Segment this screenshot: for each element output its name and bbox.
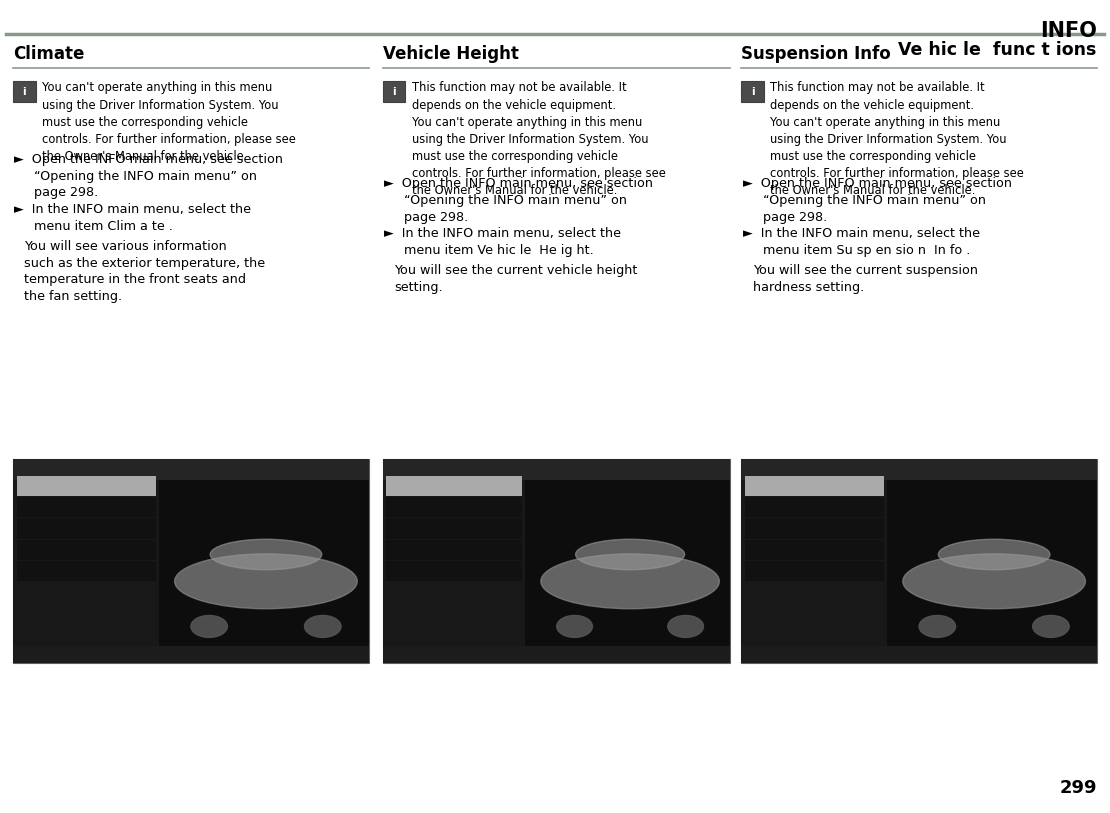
FancyBboxPatch shape	[383, 459, 525, 663]
FancyBboxPatch shape	[386, 476, 522, 496]
Text: Vehicle Height: Vehicle Height	[383, 46, 518, 63]
FancyBboxPatch shape	[745, 476, 884, 496]
Text: You will see the current vehicle height
setting.: You will see the current vehicle height …	[394, 264, 637, 293]
Ellipse shape	[576, 539, 685, 570]
FancyBboxPatch shape	[17, 497, 155, 517]
FancyBboxPatch shape	[13, 459, 369, 663]
FancyBboxPatch shape	[741, 459, 887, 663]
FancyBboxPatch shape	[383, 81, 405, 102]
Text: i: i	[750, 87, 755, 97]
FancyBboxPatch shape	[383, 646, 730, 663]
Ellipse shape	[557, 615, 593, 637]
FancyBboxPatch shape	[745, 497, 884, 517]
FancyBboxPatch shape	[13, 646, 369, 663]
Text: INFO: INFO	[1040, 21, 1097, 41]
FancyBboxPatch shape	[741, 646, 1097, 663]
Text: ►  Open the INFO main menu, see section
     “Opening the INFO main menu” on
   : ► Open the INFO main menu, see section “…	[384, 177, 653, 224]
FancyBboxPatch shape	[741, 459, 1097, 480]
Text: ►  Open the INFO main menu, see section
     “Opening the INFO main menu” on
   : ► Open the INFO main menu, see section “…	[14, 153, 283, 199]
FancyBboxPatch shape	[13, 81, 36, 102]
FancyBboxPatch shape	[745, 561, 884, 581]
FancyBboxPatch shape	[17, 540, 155, 560]
Ellipse shape	[902, 554, 1086, 609]
FancyBboxPatch shape	[17, 476, 155, 496]
Text: ►  In the INFO main menu, select the
     menu item Clim a te .: ► In the INFO main menu, select the menu…	[14, 202, 252, 233]
FancyBboxPatch shape	[745, 476, 884, 496]
FancyBboxPatch shape	[13, 459, 159, 663]
Text: 299: 299	[1059, 779, 1097, 797]
FancyBboxPatch shape	[17, 519, 155, 538]
FancyBboxPatch shape	[13, 459, 369, 480]
FancyBboxPatch shape	[386, 476, 522, 496]
Ellipse shape	[191, 615, 228, 637]
Ellipse shape	[938, 539, 1050, 570]
Text: You will see the current suspension
hardness setting.: You will see the current suspension hard…	[753, 264, 978, 293]
Text: Climate: Climate	[13, 46, 84, 63]
Text: This function may not be available. It
depends on the vehicle equipment.
You can: This function may not be available. It d…	[770, 81, 1025, 198]
Ellipse shape	[304, 615, 341, 637]
FancyBboxPatch shape	[17, 561, 155, 581]
Ellipse shape	[668, 615, 704, 637]
Text: This function may not be available. It
depends on the vehicle equipment.
You can: This function may not be available. It d…	[412, 81, 666, 198]
Ellipse shape	[174, 554, 357, 609]
FancyBboxPatch shape	[745, 540, 884, 560]
Ellipse shape	[541, 554, 719, 609]
FancyBboxPatch shape	[745, 519, 884, 538]
Ellipse shape	[210, 539, 322, 570]
FancyBboxPatch shape	[17, 476, 155, 496]
Text: You will see various information
such as the exterior temperature, the
temperatu: You will see various information such as…	[24, 240, 265, 303]
Text: ►  In the INFO main menu, select the
     menu item Su sp en sio n  In fo .: ► In the INFO main menu, select the menu…	[743, 227, 980, 257]
FancyBboxPatch shape	[386, 497, 522, 517]
Text: Ve hic le  func t ions: Ve hic le func t ions	[898, 41, 1097, 59]
FancyBboxPatch shape	[383, 459, 730, 480]
Ellipse shape	[1032, 615, 1069, 637]
Text: Suspension Info: Suspension Info	[741, 46, 891, 63]
Text: ►  In the INFO main menu, select the
     menu item Ve hic le  He ig ht.: ► In the INFO main menu, select the menu…	[384, 227, 622, 257]
FancyBboxPatch shape	[386, 540, 522, 560]
FancyBboxPatch shape	[386, 519, 522, 538]
FancyBboxPatch shape	[386, 561, 522, 581]
Text: You can't operate anything in this menu
using the Driver Information System. You: You can't operate anything in this menu …	[42, 81, 296, 163]
Text: ►  Open the INFO main menu, see section
     “Opening the INFO main menu” on
   : ► Open the INFO main menu, see section “…	[743, 177, 1011, 224]
FancyBboxPatch shape	[741, 81, 764, 102]
Text: i: i	[392, 87, 396, 97]
FancyBboxPatch shape	[383, 459, 730, 663]
Text: i: i	[22, 87, 27, 97]
FancyBboxPatch shape	[741, 459, 1097, 663]
Ellipse shape	[919, 615, 956, 637]
